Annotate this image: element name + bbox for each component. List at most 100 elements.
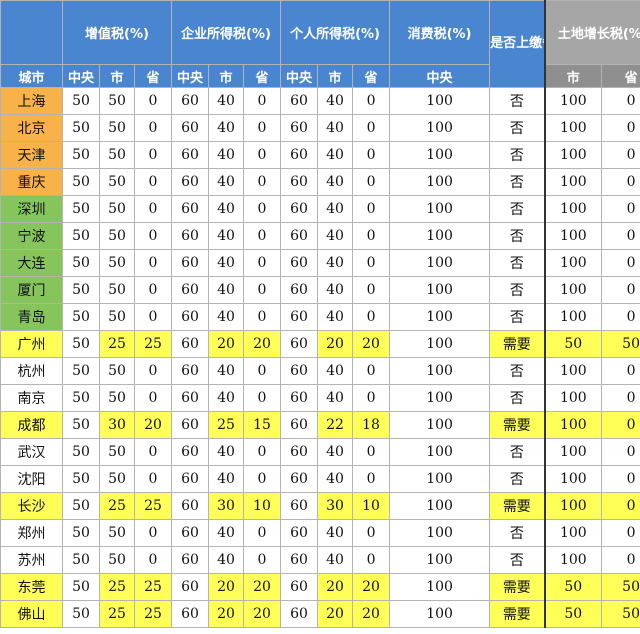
personal-city-cell: 40 xyxy=(317,168,354,196)
corp-province-cell: 10 xyxy=(242,492,282,520)
remit-province-cell: 否 xyxy=(489,546,546,574)
personal-province-cell: 20 xyxy=(352,600,391,628)
consumption-central-cell: 100 xyxy=(389,438,491,466)
remit-province-cell: 需要 xyxy=(489,330,546,358)
vat-province-cell: 0 xyxy=(134,465,172,493)
corp-central-cell: 60 xyxy=(171,438,209,466)
personal-central-cell: 60 xyxy=(280,222,319,250)
land-city-cell: 100 xyxy=(543,519,603,547)
personal-province-cell: 0 xyxy=(352,546,391,574)
personal-central-cell: 60 xyxy=(280,276,319,304)
vat-province-cell: 20 xyxy=(134,411,172,439)
table-row: 天津 50 50 0 60 40 0 60 40 0 100 否 100 0 xyxy=(0,141,640,169)
city-cell: 沈阳 xyxy=(0,465,63,493)
vat-province-cell: 0 xyxy=(134,87,172,115)
corp-province-cell: 0 xyxy=(242,546,282,574)
land-province-cell: 0 xyxy=(601,465,640,493)
table-row: 武汉 50 50 0 60 40 0 60 40 0 100 否 100 0 xyxy=(0,438,640,466)
consumption-central-cell: 100 xyxy=(389,384,491,412)
table-row: 青岛 50 50 0 60 40 0 60 40 0 100 否 100 0 xyxy=(0,303,640,331)
personal-central-cell: 60 xyxy=(280,519,319,547)
vat-province-cell: 0 xyxy=(134,276,172,304)
vat-central-cell: 50 xyxy=(62,87,100,115)
land-city-cell: 100 xyxy=(543,438,603,466)
vat-province-cell: 0 xyxy=(134,357,172,385)
personal-city-cell: 40 xyxy=(317,276,354,304)
land-city-cell: 100 xyxy=(543,276,603,304)
vat-city-cell: 50 xyxy=(99,195,135,223)
corp-province-cell: 0 xyxy=(242,195,282,223)
vat-city-cell: 50 xyxy=(99,141,135,169)
personal-central-cell: 60 xyxy=(280,438,319,466)
city-cell: 郑州 xyxy=(0,519,63,547)
personal-city-cell: 40 xyxy=(317,303,354,331)
table-row: 厦门 50 50 0 60 40 0 60 40 0 100 否 100 0 xyxy=(0,276,640,304)
land-city-cell: 100 xyxy=(543,114,603,142)
personal-city-cell: 40 xyxy=(317,546,354,574)
corp-central-cell: 60 xyxy=(171,384,209,412)
consumption-central-cell: 100 xyxy=(389,465,491,493)
personal-province-cell: 0 xyxy=(352,141,391,169)
corp-province-cell: 0 xyxy=(242,222,282,250)
vat-central-cell: 50 xyxy=(62,573,100,601)
corp-province-cell: 20 xyxy=(242,573,282,601)
land-province-cell: 0 xyxy=(601,303,640,331)
corp-city-cell: 40 xyxy=(208,276,244,304)
corp-central-cell: 60 xyxy=(171,276,209,304)
vat-province-cell: 25 xyxy=(134,573,172,601)
corp-province-cell: 0 xyxy=(242,249,282,277)
corp-province-cell: 20 xyxy=(242,330,282,358)
vat-province-cell: 0 xyxy=(134,438,172,466)
remit-province-cell: 否 xyxy=(489,87,546,115)
vat-city-cell: 50 xyxy=(99,465,135,493)
consumption-central-cell: 100 xyxy=(389,222,491,250)
city-cell: 武汉 xyxy=(0,438,63,466)
personal-central-cell: 60 xyxy=(280,87,319,115)
corp-city-cell: 40 xyxy=(208,87,244,115)
corp-province-cell: 0 xyxy=(242,141,282,169)
vat-city-cell: 25 xyxy=(99,573,135,601)
personal-city-cell: 40 xyxy=(317,249,354,277)
header-row-sub: 城市 中央 市 省 中央 市 省 中央 市 省 中央 市 省 xyxy=(0,64,640,88)
vat-province-cell: 25 xyxy=(134,330,172,358)
personal-city-cell: 40 xyxy=(317,114,354,142)
table-row: 佛山 50 25 25 60 20 20 60 20 20 100 需要 50 50 xyxy=(0,600,640,628)
land-province-cell: 50 xyxy=(601,330,640,358)
city-cell: 佛山 xyxy=(0,600,63,628)
corp-province-cell: 0 xyxy=(242,384,282,412)
vat-city-cell: 50 xyxy=(99,519,135,547)
corp-city-cell: 40 xyxy=(208,465,244,493)
land-city-cell: 100 xyxy=(543,357,603,385)
land-province-cell: 0 xyxy=(601,168,640,196)
corp-province-cell: 15 xyxy=(242,411,282,439)
land-city-cell: 100 xyxy=(543,465,603,493)
personal-province-cell: 0 xyxy=(352,222,391,250)
corp-city-cell: 40 xyxy=(208,357,244,385)
personal-city-cell: 40 xyxy=(317,222,354,250)
remit-province-cell: 否 xyxy=(489,519,546,547)
corp-central-cell: 60 xyxy=(171,168,209,196)
city-cell: 深圳 xyxy=(0,195,63,223)
subheader-land-province: 省 xyxy=(601,64,640,88)
land-city-cell: 50 xyxy=(543,330,603,358)
land-province-cell: 0 xyxy=(601,357,640,385)
header-city: 城市 xyxy=(0,64,63,88)
remit-province-cell: 需要 xyxy=(489,411,546,439)
header-vat: 增值税(%) xyxy=(62,0,172,65)
remit-province-cell: 否 xyxy=(489,195,546,223)
vat-city-cell: 50 xyxy=(99,114,135,142)
table-row: 大连 50 50 0 60 40 0 60 40 0 100 否 100 0 xyxy=(0,249,640,277)
consumption-central-cell: 100 xyxy=(389,411,491,439)
table-row: 长沙 50 25 25 60 30 10 60 30 10 100 需要 100 0 xyxy=(0,492,640,520)
city-cell: 天津 xyxy=(0,141,63,169)
vat-province-cell: 25 xyxy=(134,492,172,520)
header-remit-province: 是否上缴省 xyxy=(489,0,546,88)
vat-central-cell: 50 xyxy=(62,492,100,520)
personal-central-cell: 60 xyxy=(280,195,319,223)
personal-province-cell: 0 xyxy=(352,276,391,304)
subheader-corp-city: 市 xyxy=(208,64,244,88)
consumption-central-cell: 100 xyxy=(389,546,491,574)
subheader-vat-province: 省 xyxy=(134,64,172,88)
vat-province-cell: 0 xyxy=(134,303,172,331)
